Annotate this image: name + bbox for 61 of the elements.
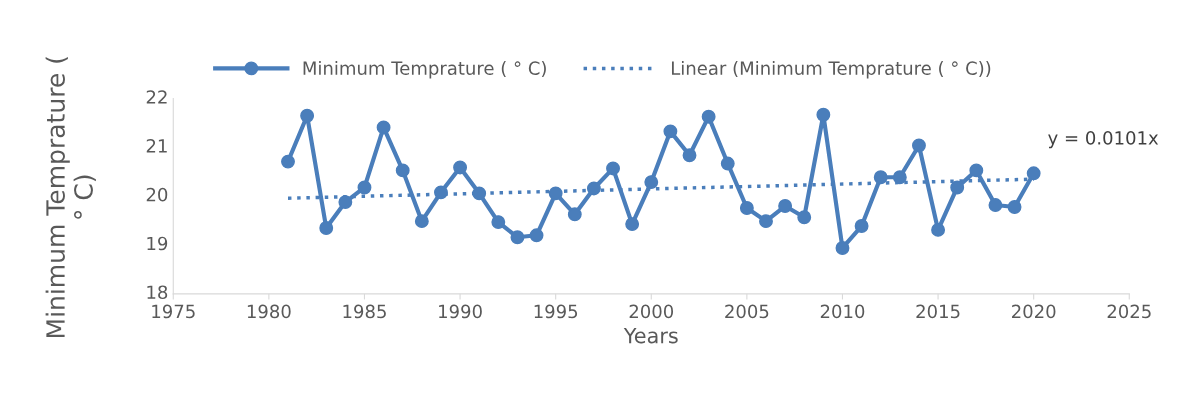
point <box>1026 166 1041 181</box>
point <box>357 180 372 195</box>
y-tick-label: 21 <box>146 139 167 153</box>
point <box>472 186 487 201</box>
y-tick-label: 18 <box>147 285 168 300</box>
point <box>1007 200 1022 214</box>
point <box>644 175 659 190</box>
point <box>548 186 563 201</box>
x-tick-label: 1995 <box>534 304 578 319</box>
point <box>854 219 869 233</box>
point <box>835 241 850 255</box>
x-tick-label: 2005 <box>725 304 769 319</box>
point <box>453 160 468 175</box>
point <box>739 201 754 215</box>
point <box>778 199 793 213</box>
annotation: y = 0.0101x <box>1048 131 1159 149</box>
legend-label: Minimum Temprature ( ° C) <box>303 61 546 79</box>
point <box>319 221 334 235</box>
point <box>529 228 544 243</box>
point <box>988 198 1003 212</box>
point <box>892 170 907 185</box>
point <box>701 109 716 124</box>
point <box>797 210 812 225</box>
point <box>720 156 735 171</box>
x-tick-label: 2025 <box>1107 304 1151 319</box>
x-axis-title: Years <box>623 327 678 344</box>
x-tick-label: 1980 <box>247 304 291 319</box>
point <box>567 207 582 222</box>
point <box>969 163 984 178</box>
point <box>510 230 525 245</box>
point <box>663 124 678 139</box>
point <box>586 181 601 196</box>
point <box>376 120 391 135</box>
point <box>338 195 353 210</box>
point <box>414 214 429 229</box>
y-tick-label: 19 <box>147 236 168 251</box>
point <box>912 138 926 153</box>
y-tick-label: 22 <box>146 90 167 104</box>
point <box>395 163 410 178</box>
point <box>281 154 295 169</box>
point <box>606 161 620 176</box>
y-axis-title: Minimum Temprature ( ° C) <box>45 57 96 338</box>
point <box>625 217 640 232</box>
point <box>816 107 831 122</box>
x-tick-label: 1990 <box>439 304 482 319</box>
x-tick-label: 2015 <box>916 304 960 319</box>
x-tick-label: 2000 <box>629 304 674 319</box>
point <box>950 180 965 195</box>
point <box>491 215 506 230</box>
point <box>873 170 888 185</box>
y-tick-label: 20 <box>146 187 168 202</box>
point <box>434 185 448 200</box>
x-tick-label: 1985 <box>343 304 386 319</box>
legend-label: Linear (Minimum Temprature ( ° C)) <box>672 61 991 79</box>
x-tick-label: 2020 <box>1012 304 1056 319</box>
x-tick-label: 1975 <box>152 304 195 319</box>
point <box>759 214 773 229</box>
x-tick-label: 2010 <box>820 304 865 319</box>
point <box>300 108 315 123</box>
point <box>682 148 697 163</box>
point <box>931 222 946 237</box>
